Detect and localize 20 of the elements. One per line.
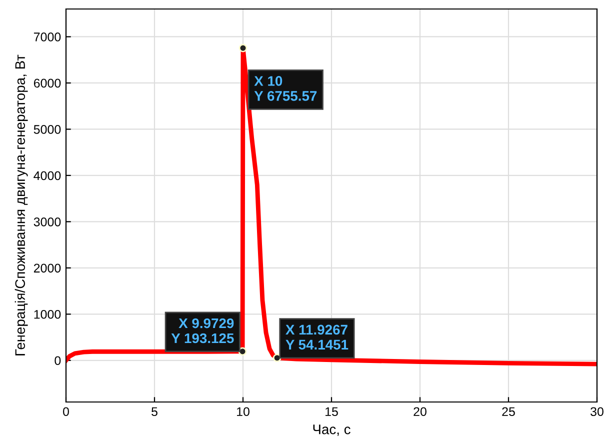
y-tick-label: 4000: [34, 171, 61, 180]
x-tick-label: 25: [502, 407, 515, 416]
x-tick-label: 0: [63, 407, 69, 416]
y-tick-label: 2000: [34, 264, 61, 273]
y-tick-label: 0: [54, 356, 61, 366]
y-tick-label: 3000: [34, 217, 61, 226]
annotation: X 11.9267 Y 54.1451: [286, 324, 348, 350]
x-axis-title: Час, с: [313, 424, 350, 436]
x-tick-label: 15: [326, 407, 338, 416]
y-tick-label: 5000: [34, 125, 61, 134]
annotation: X 9.9729 Y 193.125: [171, 318, 234, 344]
x-tick-label: 5: [152, 407, 158, 416]
annotation: X 10 Y 6755.57: [254, 76, 317, 101]
y-tick-label: 6000: [34, 78, 61, 88]
x-tick-label: 20: [414, 407, 426, 416]
x-tick-label: 30: [590, 407, 604, 416]
y-tick-label: 7000: [34, 32, 61, 42]
x-tick-label: 10: [237, 407, 250, 416]
y-tick-label: 1000: [34, 310, 61, 319]
y-axis-title: Генерація/Споживання двигуна-генератора, Вт: [14, 54, 28, 356]
